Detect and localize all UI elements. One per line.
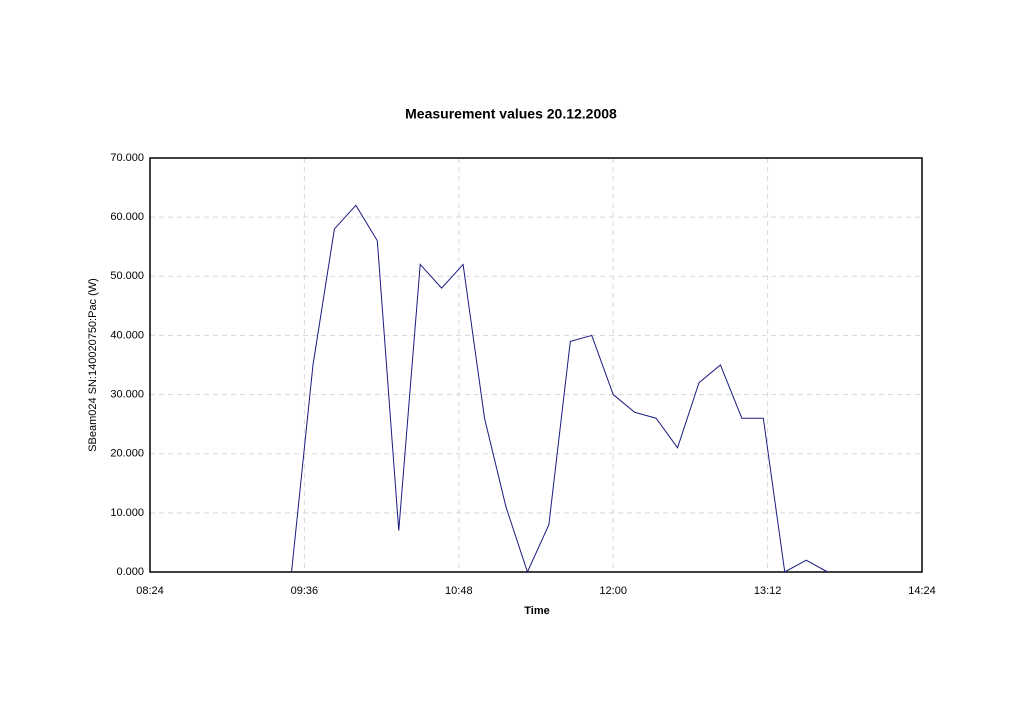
y-tick-label: 20.000 [110, 448, 144, 460]
x-tick-label: 10:48 [445, 585, 473, 597]
x-tick-label: 13:12 [754, 585, 782, 597]
y-tick-label: 30.000 [110, 388, 144, 400]
plot-frame [149, 157, 923, 573]
x-tick-label: 12:00 [599, 585, 627, 597]
chart-title: Measurement values 20.12.2008 [405, 106, 617, 122]
x-tick-label: 09:36 [291, 585, 319, 597]
x-tick-label: 08:24 [136, 585, 164, 597]
x-tick-label: 14:24 [908, 585, 936, 597]
y-tick-label: 50.000 [110, 270, 144, 282]
x-axis-label: Time [524, 605, 549, 617]
y-tick-label: 0.000 [116, 566, 144, 578]
y-tick-label: 70.000 [110, 152, 144, 164]
y-axis-label: SBeam024 SN:140020750:Pac (W) [87, 278, 99, 452]
y-tick-label: 40.000 [110, 329, 144, 341]
y-tick-label: 10.000 [110, 507, 144, 519]
data-line [291, 204, 828, 574]
y-tick-label: 60.000 [110, 211, 144, 223]
